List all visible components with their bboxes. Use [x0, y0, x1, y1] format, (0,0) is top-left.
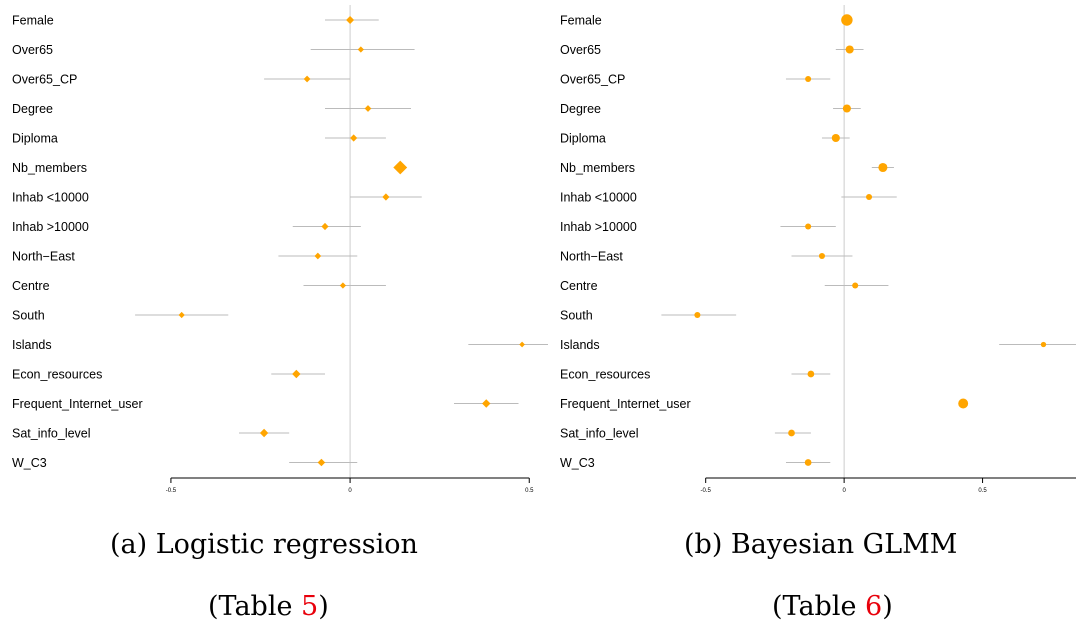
- row-label: Frequent_Internet_user: [560, 397, 691, 411]
- row-label: North−East: [560, 250, 623, 264]
- table-6-link[interactable]: 6: [865, 591, 883, 622]
- estimate-marker: [852, 282, 859, 289]
- estimate-marker: [519, 341, 525, 348]
- x-tick-label: 0: [348, 488, 352, 494]
- estimate-marker: [845, 45, 854, 54]
- row-label: Nb_members: [560, 161, 635, 175]
- estimate-marker: [317, 458, 326, 467]
- row-label: Islands: [560, 338, 600, 352]
- row-label: Degree: [560, 102, 601, 116]
- estimate-marker: [178, 311, 185, 319]
- estimate-marker: [314, 252, 322, 260]
- row-label: Islands: [12, 338, 52, 352]
- x-tick-label: -0.5: [166, 488, 177, 494]
- caption-b-prefix: (Table: [772, 591, 866, 622]
- estimate-marker: [346, 16, 355, 24]
- logistic-regression-forest-plot: -0.5 0 0.5 Female Over65 Over65_CP Degree Diplo…: [12, 5, 548, 494]
- row-label: Over65_CP: [12, 73, 77, 87]
- caption-a: (a) Logistic regression: [110, 529, 418, 560]
- estimate-marker: [788, 429, 795, 437]
- estimate-marker: [482, 399, 491, 408]
- table-5-link[interactable]: 5: [301, 591, 319, 622]
- row-label: Inhab <10000: [560, 191, 637, 205]
- estimate-marker: [393, 160, 408, 175]
- row-label: Centre: [12, 279, 50, 293]
- estimate-marker: [303, 75, 311, 83]
- caption-b-suffix: ): [882, 591, 893, 622]
- x-tick-label: 0.5: [978, 488, 987, 494]
- estimate-marker: [878, 162, 888, 173]
- caption-b: (b) Bayesian GLMM: [684, 529, 958, 560]
- estimate-marker: [350, 134, 358, 142]
- estimate-marker: [321, 222, 329, 231]
- row-label: Inhab >10000: [12, 220, 89, 234]
- bayesian-glmm-forest-plot: -0.500.51FemaleOver65Over65_CPDegreeDipl…: [560, 5, 1076, 494]
- row-label: Sat_info_level: [560, 427, 639, 441]
- row-label: Econ_resources: [560, 368, 650, 382]
- row-label: Inhab <10000: [12, 191, 89, 205]
- row-label: W_C3: [560, 456, 595, 470]
- caption-a-suffix: ): [318, 591, 329, 622]
- row-label: W_C3: [12, 456, 47, 470]
- estimate-marker: [831, 133, 840, 143]
- row-label: Over65: [12, 43, 53, 57]
- estimate-marker: [292, 369, 301, 379]
- row-label: Centre: [560, 279, 598, 293]
- row-label: Female: [560, 14, 602, 28]
- estimate-marker: [259, 428, 269, 438]
- row-label: Nb_members: [12, 161, 87, 175]
- row-label: Inhab >10000: [560, 220, 637, 234]
- caption-b-table-ref: (Table 6): [772, 591, 893, 622]
- row-label: South: [12, 309, 45, 323]
- row-label: Degree: [12, 102, 53, 116]
- estimate-marker: [958, 398, 969, 409]
- x-tick-label: 0.5: [525, 488, 534, 494]
- estimate-marker: [805, 75, 812, 83]
- estimate-marker: [339, 282, 347, 289]
- estimate-marker: [804, 459, 812, 466]
- row-label: Diploma: [560, 132, 606, 146]
- row-label: South: [560, 309, 593, 323]
- row-label: Econ_resources: [12, 368, 102, 382]
- estimate-marker: [694, 311, 701, 319]
- row-label: Over65_CP: [560, 73, 625, 87]
- row-label: Sat_info_level: [12, 427, 91, 441]
- estimate-marker: [866, 193, 873, 201]
- estimate-marker: [842, 104, 851, 113]
- estimate-marker: [364, 105, 372, 112]
- estimate-marker: [805, 223, 812, 230]
- x-tick-label: -0.5: [701, 488, 712, 494]
- caption-a-table-ref: (Table 5): [208, 591, 329, 622]
- row-label: North−East: [12, 250, 75, 264]
- estimate-marker: [841, 14, 853, 26]
- row-label: Frequent_Internet_user: [12, 397, 143, 411]
- row-label: Diploma: [12, 132, 58, 146]
- x-tick-label: 0: [842, 488, 846, 494]
- caption-a-prefix: (Table: [208, 591, 302, 622]
- row-label: Female: [12, 14, 54, 28]
- row-label: Over65: [560, 43, 601, 57]
- estimate-marker: [807, 370, 815, 378]
- estimate-marker: [1040, 341, 1047, 348]
- estimate-marker: [357, 46, 364, 53]
- estimate-marker: [818, 252, 826, 260]
- estimate-marker: [382, 193, 390, 201]
